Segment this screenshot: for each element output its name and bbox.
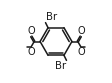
Text: O: O [27, 47, 35, 57]
Text: Br: Br [55, 61, 66, 71]
Text: Br: Br [46, 12, 57, 22]
Text: O: O [77, 26, 85, 36]
Text: O: O [27, 26, 35, 36]
Text: O: O [77, 47, 85, 57]
